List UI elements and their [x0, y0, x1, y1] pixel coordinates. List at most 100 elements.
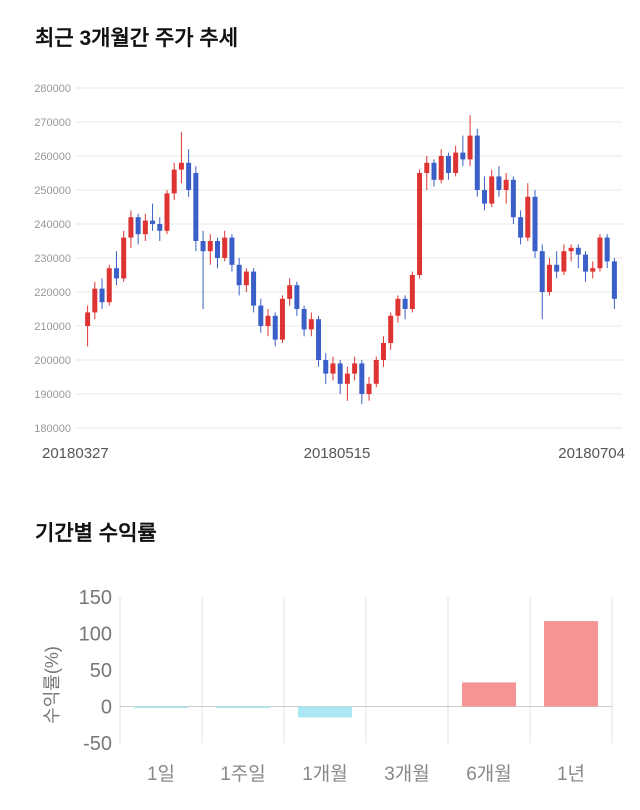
candle-body: [258, 305, 264, 326]
y-tick-label: 280000: [34, 83, 71, 95]
y-tick-label: 150: [79, 587, 112, 609]
candle-body: [611, 261, 617, 299]
candle-body: [287, 285, 293, 299]
candle-body: [539, 251, 545, 292]
candle-body: [272, 315, 278, 340]
candle-body: [337, 363, 343, 384]
candle-body: [352, 363, 358, 374]
candle-body: [316, 319, 322, 360]
candle-body: [583, 254, 589, 272]
candle-body: [251, 271, 257, 306]
candle-body: [366, 383, 372, 394]
returns-chart-title: 기간별 수익률: [35, 522, 157, 545]
y-axis-label: 수익률(%): [42, 646, 62, 724]
return-bar: [134, 706, 188, 708]
candle-body: [532, 196, 538, 252]
price-chart-title: 최근 3개월간 주가 추세: [35, 27, 239, 50]
candle-body: [380, 343, 386, 360]
candle-body: [106, 268, 112, 303]
candle-body: [222, 237, 228, 258]
candle-body: [424, 162, 430, 173]
candle-body: [236, 264, 242, 286]
candle-body: [200, 241, 206, 252]
candle-body: [431, 162, 437, 180]
candle-body: [207, 241, 213, 252]
y-tick-label: 190000: [34, 389, 71, 401]
y-tick-label: 200000: [34, 355, 71, 367]
candle-body: [373, 360, 379, 384]
candle-body: [178, 162, 184, 170]
y-tick-label: 240000: [34, 219, 71, 231]
candle-body: [330, 363, 336, 374]
candle-body: [489, 176, 495, 204]
candle-body: [467, 135, 473, 160]
y-tick-label: 220000: [34, 287, 71, 299]
candle-body: [344, 373, 350, 384]
candle-body: [215, 241, 220, 258]
y-tick-label: 260000: [34, 151, 71, 163]
candle-body: [604, 237, 610, 262]
candle-body: [85, 312, 91, 326]
x-tick-label: 20180515: [304, 445, 371, 462]
candle-body: [388, 315, 394, 343]
y-tick-label: 250000: [34, 185, 71, 197]
y-tick-label: 50: [90, 660, 112, 682]
candle-body: [438, 156, 444, 180]
candle-body: [561, 251, 567, 272]
x-tick-label: 20180704: [558, 445, 625, 462]
return-bar: [216, 706, 270, 708]
candle-body: [308, 319, 314, 330]
y-tick-label: 210000: [34, 321, 71, 333]
x-tick-label: 20180327: [42, 445, 109, 462]
y-tick-label: 230000: [34, 253, 71, 265]
candle-body: [445, 156, 451, 173]
price-candlestick-chart: 280000 270000 260000 250000 240000 230000 2200…: [34, 83, 625, 462]
candle-body: [453, 152, 459, 173]
candle-body: [142, 220, 148, 235]
candle-body: [243, 271, 249, 286]
x-category-label: 1개월: [302, 763, 348, 785]
y-tick-label: 100: [79, 624, 112, 646]
candle-body: [279, 298, 285, 340]
candle-body: [525, 196, 531, 238]
candle-body: [402, 298, 408, 309]
candle-body: [460, 152, 466, 160]
candle-body: [186, 162, 192, 190]
candle-body: [171, 169, 177, 194]
y-tick-label: 180000: [34, 423, 71, 435]
candle-body: [503, 179, 509, 190]
candle-body: [359, 363, 365, 394]
candle-body: [474, 135, 480, 190]
candle-body: [135, 217, 141, 235]
return-bar: [544, 621, 598, 707]
candle-body: [128, 217, 134, 238]
candle-body: [121, 237, 127, 279]
candle-body: [597, 237, 603, 269]
candle-body: [265, 315, 271, 326]
candle-body: [99, 288, 105, 303]
candle-body: [510, 179, 516, 218]
x-category-label: 3개월: [384, 763, 430, 785]
x-category-label: 1년: [557, 763, 585, 785]
candle-body: [496, 176, 502, 190]
x-category-label: 1일: [147, 763, 175, 785]
candle-body: [546, 264, 552, 292]
candle-body: [113, 268, 119, 279]
candle-body: [409, 275, 415, 309]
returns-bar-chart: 150 100 50 0 -50 수익률(%) 1일 1주일 1개월 3개월 6개월 1년: [42, 587, 613, 785]
candle-body: [575, 247, 581, 255]
candle-body: [92, 288, 98, 313]
candle-body: [150, 220, 156, 224]
candle-body: [301, 309, 307, 330]
y-tick-label: 0: [101, 697, 112, 719]
candle-body: [482, 190, 487, 204]
candle-body: [590, 268, 596, 272]
y-tick-label: -50: [83, 733, 112, 755]
candle-body: [294, 285, 300, 309]
candle-body: [395, 298, 401, 316]
x-category-label: 1주일: [220, 763, 266, 785]
return-bar: [298, 706, 352, 718]
candle-body: [518, 217, 524, 238]
candle-body: [323, 360, 329, 374]
x-category-label: 6개월: [466, 763, 512, 785]
